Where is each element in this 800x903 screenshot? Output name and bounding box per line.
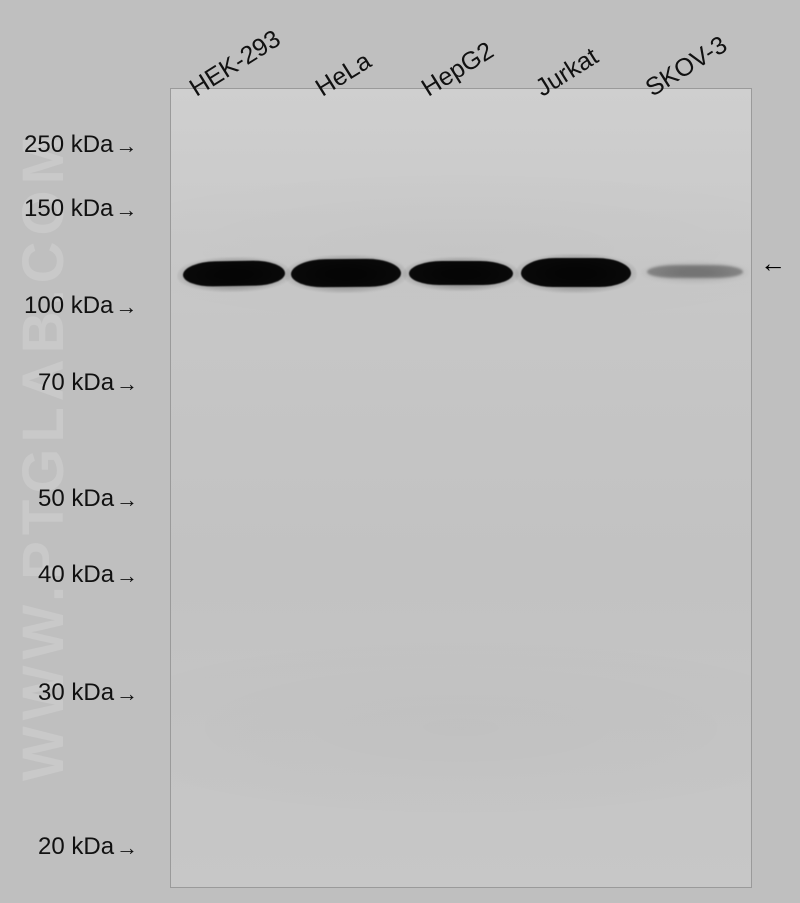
mw-label: 100 kDa	[24, 292, 113, 319]
arrow-right-icon: →	[116, 487, 138, 513]
mw-marker-150: 150 kDa→	[24, 195, 137, 223]
mw-marker-40: 40 kDa→	[38, 561, 138, 589]
band-lane-hepg2	[409, 261, 513, 285]
arrow-right-icon: →	[116, 371, 138, 397]
arrow-right-icon: →	[116, 563, 138, 589]
blot-membrane	[170, 88, 752, 888]
arrow-right-icon: →	[115, 133, 137, 159]
band-lane-hek293	[183, 260, 285, 287]
arrow-right-icon: →	[116, 835, 138, 861]
arrow-right-icon: →	[115, 294, 137, 320]
mw-marker-100: 100 kDa→	[24, 292, 137, 320]
band-indicator-arrow-icon: ←	[760, 248, 786, 279]
band-lane-skov3	[647, 265, 743, 278]
mw-marker-30: 30 kDa→	[38, 679, 138, 707]
band-lane-jurkat	[521, 258, 631, 287]
mw-label: 40 kDa	[38, 561, 114, 588]
arrow-right-icon: →	[115, 197, 137, 223]
arrow-right-icon: →	[116, 681, 138, 707]
band-lane-hela	[291, 259, 401, 288]
mw-marker-50: 50 kDa→	[38, 485, 138, 513]
mw-label: 30 kDa	[38, 679, 114, 706]
mw-marker-20: 20 kDa→	[38, 833, 138, 861]
mw-label: 70 kDa	[38, 369, 114, 396]
mw-marker-250: 250 kDa→	[24, 131, 137, 159]
mw-marker-70: 70 kDa→	[38, 369, 138, 397]
mw-label: 50 kDa	[38, 485, 114, 512]
mw-label: 20 kDa	[38, 833, 114, 860]
mw-label: 150 kDa	[24, 195, 113, 222]
western-blot-figure: WWW.PTGLAB.COM HEK-293 HeLa HepG2 Jurkat…	[0, 0, 800, 903]
mw-label: 250 kDa	[24, 131, 113, 158]
